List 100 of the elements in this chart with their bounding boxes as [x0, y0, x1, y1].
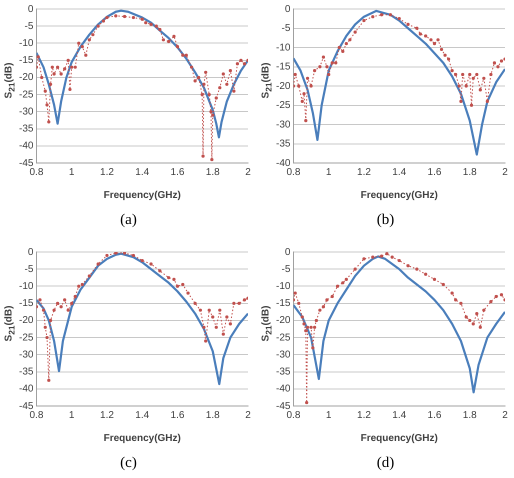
x-tick-label: 0.8 — [286, 410, 301, 421]
y-tick-label: -25 — [19, 332, 34, 344]
y-tick-label: -35 — [19, 366, 34, 378]
point — [105, 16, 109, 20]
point — [132, 16, 136, 20]
point — [294, 72, 297, 76]
y-tick-label: 0 — [28, 4, 34, 15]
y-tick-label: -35 — [276, 138, 291, 150]
point — [450, 69, 454, 72]
point — [201, 154, 205, 158]
x-tick-label: 0.8 — [30, 166, 44, 178]
y-tick-label: -30 — [19, 106, 34, 118]
x-tick-label: 1.8 — [206, 410, 220, 421]
point — [306, 326, 310, 329]
y-tick-label: -5 — [24, 264, 34, 275]
point — [371, 256, 374, 259]
point — [318, 65, 322, 68]
x-axis-title: Frequency(GHz) — [360, 190, 438, 201]
y-tick-label: 0 — [284, 4, 291, 15]
y-tick-label: -15 — [19, 298, 34, 310]
point — [418, 32, 422, 36]
point — [70, 302, 74, 305]
point — [459, 302, 463, 305]
point — [300, 100, 304, 103]
x-axis-title: Frequency(GHz) — [360, 432, 438, 444]
x-tick-label: 1.8 — [206, 166, 220, 178]
point — [338, 46, 341, 50]
point — [440, 48, 444, 52]
point — [432, 278, 436, 281]
x-tick-label: 1.4 — [392, 166, 407, 178]
point — [344, 278, 348, 281]
point — [208, 92, 211, 96]
point — [74, 294, 77, 298]
y-tick-label: -20 — [276, 315, 291, 326]
point — [202, 326, 206, 329]
point — [294, 291, 297, 295]
point — [314, 318, 318, 322]
x-axis-title: Frequency(GHz) — [104, 432, 181, 444]
point — [300, 315, 304, 319]
point — [181, 282, 184, 286]
point — [415, 268, 418, 271]
point — [222, 332, 225, 336]
point — [354, 30, 357, 34]
y-tick-label: -20 — [19, 72, 34, 84]
point — [218, 86, 222, 90]
point — [194, 79, 197, 82]
point — [214, 96, 218, 100]
point — [158, 28, 162, 32]
point — [309, 326, 313, 329]
point — [56, 302, 60, 305]
point — [322, 305, 326, 308]
point — [318, 308, 322, 312]
point — [486, 100, 489, 103]
point — [208, 308, 211, 312]
point — [197, 76, 200, 80]
y-tick-label: -25 — [276, 100, 291, 111]
point — [66, 308, 70, 312]
y-tick-label: -40 — [19, 384, 34, 395]
point — [489, 300, 492, 304]
point — [123, 252, 126, 255]
point — [398, 17, 401, 20]
point — [66, 58, 70, 62]
y-tick-label: -40 — [276, 384, 291, 395]
x-tick-label: 1.6 — [428, 410, 442, 421]
x-tick-label: 1.2 — [357, 410, 372, 421]
text: (b) — [376, 212, 396, 229]
point — [388, 13, 392, 16]
point — [44, 90, 47, 93]
point — [297, 302, 300, 305]
y-tick-label: -5 — [24, 20, 34, 32]
x-tick-label: 1.2 — [100, 166, 114, 178]
point — [302, 92, 306, 96]
point — [472, 76, 475, 80]
point — [214, 326, 218, 329]
point — [494, 294, 498, 298]
point — [149, 22, 153, 26]
point — [167, 276, 170, 280]
point — [500, 293, 504, 296]
point — [96, 24, 100, 28]
x-tick-label: 1.6 — [170, 166, 185, 178]
point — [482, 308, 486, 312]
x-tick-label: 2 — [245, 166, 252, 178]
point — [48, 318, 52, 322]
point — [313, 69, 316, 72]
point — [200, 92, 204, 96]
point — [162, 38, 165, 42]
point — [96, 262, 100, 266]
point — [302, 322, 306, 326]
x-tick-label: 0.8 — [30, 410, 44, 421]
point — [176, 284, 180, 288]
point — [102, 19, 106, 23]
y-tick-label: -20 — [19, 315, 34, 326]
point — [228, 69, 232, 72]
y-tick-label: -15 — [276, 62, 291, 72]
y-tick-label: -25 — [19, 89, 34, 100]
point — [348, 38, 352, 42]
point — [42, 308, 46, 312]
y-tick-label: -5 — [282, 23, 291, 34]
point — [341, 281, 344, 284]
point — [52, 72, 56, 76]
